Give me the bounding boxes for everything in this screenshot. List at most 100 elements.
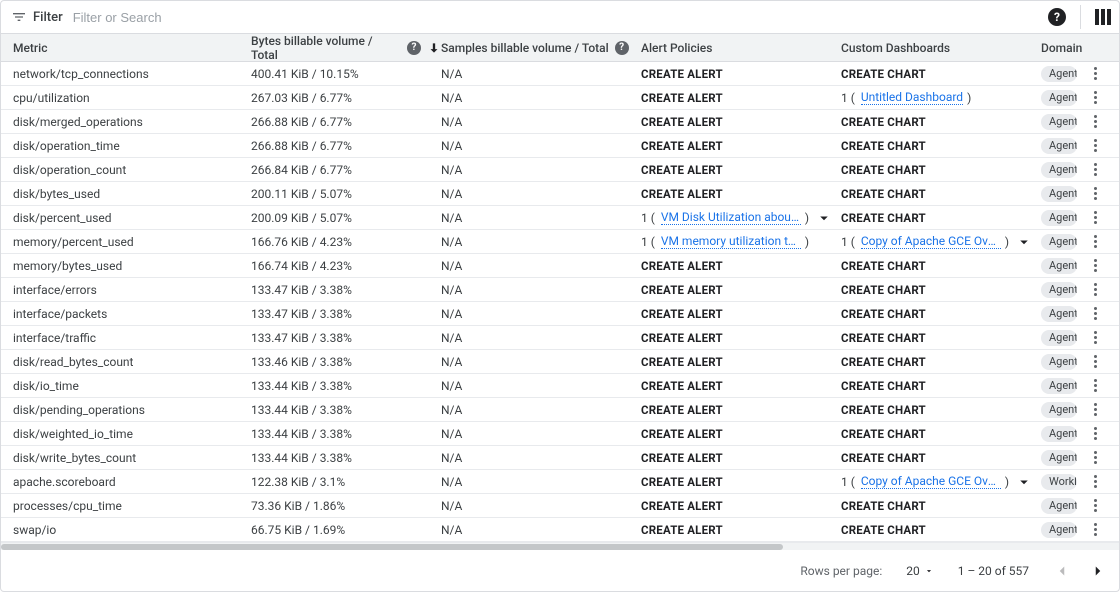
create-alert-button[interactable]: CREATE ALERT: [641, 163, 723, 177]
table-row: memory/bytes_used166.74 KiB / 4.23%N/ACR…: [1, 254, 1119, 278]
paren-close: ): [805, 235, 809, 249]
create-chart-button[interactable]: CREATE CHART: [841, 355, 926, 369]
create-alert-button[interactable]: CREATE ALERT: [641, 139, 723, 153]
row-actions-menu[interactable]: [1094, 211, 1097, 224]
bytes-value: 166.76 KiB / 4.23%: [251, 235, 441, 249]
create-chart-button[interactable]: CREATE CHART: [841, 259, 926, 273]
create-alert-button[interactable]: CREATE ALERT: [641, 499, 723, 513]
samples-value: N/A: [441, 427, 641, 441]
metric-name: network/tcp_connections: [13, 67, 149, 81]
row-actions-menu[interactable]: [1094, 259, 1097, 272]
chevron-down-icon[interactable]: [1015, 473, 1033, 491]
row-actions-menu[interactable]: [1094, 427, 1097, 440]
next-page-icon[interactable]: [1089, 562, 1107, 580]
row-actions-menu[interactable]: [1094, 379, 1097, 392]
bytes-value: 133.47 KiB / 3.38%: [251, 307, 441, 321]
row-actions-menu[interactable]: [1094, 499, 1097, 512]
row-actions-menu[interactable]: [1094, 235, 1097, 248]
chevron-down-icon[interactable]: [815, 209, 833, 227]
bytes-value: 133.44 KiB / 3.38%: [251, 427, 441, 441]
row-actions-menu[interactable]: [1094, 523, 1097, 536]
create-alert-button[interactable]: CREATE ALERT: [641, 283, 723, 297]
domain-chip: Agent: [1041, 330, 1077, 346]
linked-item-link[interactable]: VM memory utilization too high: [661, 234, 801, 249]
create-alert-button[interactable]: CREATE ALERT: [641, 331, 723, 345]
create-chart-button[interactable]: CREATE CHART: [841, 307, 926, 321]
row-actions-menu[interactable]: [1094, 475, 1097, 488]
columns-icon[interactable]: [1095, 9, 1111, 25]
col-header-metric[interactable]: Metric: [13, 41, 251, 55]
metric-name: interface/errors: [13, 283, 97, 297]
samples-value: N/A: [441, 523, 641, 537]
linked-item-link[interactable]: VM Disk Utilization about …: [661, 210, 801, 225]
create-alert-button[interactable]: CREATE ALERT: [641, 427, 723, 441]
row-actions-menu[interactable]: [1094, 355, 1097, 368]
scrollbar-thumb[interactable]: [1, 544, 783, 550]
create-alert-button[interactable]: CREATE ALERT: [641, 187, 723, 201]
create-alert-button[interactable]: CREATE ALERT: [641, 379, 723, 393]
create-alert-button[interactable]: CREATE ALERT: [641, 259, 723, 273]
create-chart-button[interactable]: CREATE CHART: [841, 331, 926, 345]
create-chart-button[interactable]: CREATE CHART: [841, 163, 926, 177]
samples-value: N/A: [441, 67, 641, 81]
create-alert-button[interactable]: CREATE ALERT: [641, 355, 723, 369]
prev-page-icon[interactable]: [1053, 562, 1071, 580]
create-alert-button[interactable]: CREATE ALERT: [641, 523, 723, 537]
help-icon[interactable]: ?: [615, 41, 629, 55]
row-actions-menu[interactable]: [1094, 307, 1097, 320]
bytes-value: 73.36 KiB / 1.86%: [251, 499, 441, 513]
linked-item-link[interactable]: Copy of Apache GCE Over…: [861, 474, 1001, 489]
create-alert-button[interactable]: CREATE ALERT: [641, 475, 723, 489]
samples-value: N/A: [441, 403, 641, 417]
table-row: cpu/utilization267.03 KiB / 6.77%N/ACREA…: [1, 86, 1119, 110]
row-actions-menu[interactable]: [1094, 187, 1097, 200]
create-chart-button[interactable]: CREATE CHART: [841, 139, 926, 153]
create-chart-button[interactable]: CREATE CHART: [841, 451, 926, 465]
col-header-bytes[interactable]: Bytes billable volume / Total ?: [251, 34, 441, 62]
row-actions-menu[interactable]: [1094, 283, 1097, 296]
create-chart-button[interactable]: CREATE CHART: [841, 187, 926, 201]
row-actions-menu[interactable]: [1094, 451, 1097, 464]
row-actions-menu[interactable]: [1094, 403, 1097, 416]
create-chart-button[interactable]: CREATE CHART: [841, 499, 926, 513]
filter-input[interactable]: [71, 9, 1048, 26]
row-actions-menu[interactable]: [1094, 91, 1097, 104]
create-chart-button[interactable]: CREATE CHART: [841, 523, 926, 537]
col-header-alert[interactable]: Alert Policies: [641, 41, 841, 55]
row-actions-menu[interactable]: [1094, 331, 1097, 344]
chevron-down-icon[interactable]: [1015, 233, 1033, 251]
metric-name: apache.scoreboard: [13, 475, 116, 489]
domain-chip: Agent: [1041, 498, 1077, 514]
col-header-domain[interactable]: Domain: [1041, 41, 1081, 55]
row-actions-menu[interactable]: [1094, 139, 1097, 152]
create-alert-button[interactable]: CREATE ALERT: [641, 91, 723, 105]
create-chart-button[interactable]: CREATE CHART: [841, 379, 926, 393]
domain-chip: Agent: [1041, 66, 1077, 82]
help-icon[interactable]: ?: [1048, 8, 1066, 26]
col-header-dash[interactable]: Custom Dashboards: [841, 41, 1041, 55]
row-actions-menu[interactable]: [1094, 67, 1097, 80]
create-alert-button[interactable]: CREATE ALERT: [641, 451, 723, 465]
create-chart-button[interactable]: CREATE CHART: [841, 283, 926, 297]
row-actions-menu[interactable]: [1094, 163, 1097, 176]
create-chart-button[interactable]: CREATE CHART: [841, 211, 926, 225]
linked-item-link[interactable]: Copy of Apache GCE Over…: [861, 234, 1001, 249]
row-actions-menu[interactable]: [1094, 115, 1097, 128]
help-icon[interactable]: ?: [407, 41, 421, 55]
create-alert-button[interactable]: CREATE ALERT: [641, 115, 723, 129]
create-chart-button[interactable]: CREATE CHART: [841, 427, 926, 441]
linked-item-link[interactable]: Untitled Dashboard: [861, 90, 963, 105]
create-chart-button[interactable]: CREATE CHART: [841, 115, 926, 129]
sort-desc-icon[interactable]: [427, 41, 441, 55]
create-alert-button[interactable]: CREATE ALERT: [641, 67, 723, 81]
col-header-samples[interactable]: Samples billable volume / Total ?: [441, 41, 641, 55]
horizontal-scrollbar[interactable]: [1, 542, 1119, 550]
create-chart-button[interactable]: CREATE CHART: [841, 403, 926, 417]
create-alert-button[interactable]: CREATE ALERT: [641, 307, 723, 321]
create-chart-button[interactable]: CREATE CHART: [841, 67, 926, 81]
table-row: disk/merged_operations266.88 KiB / 6.77%…: [1, 110, 1119, 134]
rows-per-page-value: 20: [906, 564, 920, 578]
rows-per-page-select[interactable]: 20: [906, 564, 934, 578]
samples-value: N/A: [441, 355, 641, 369]
create-alert-button[interactable]: CREATE ALERT: [641, 403, 723, 417]
